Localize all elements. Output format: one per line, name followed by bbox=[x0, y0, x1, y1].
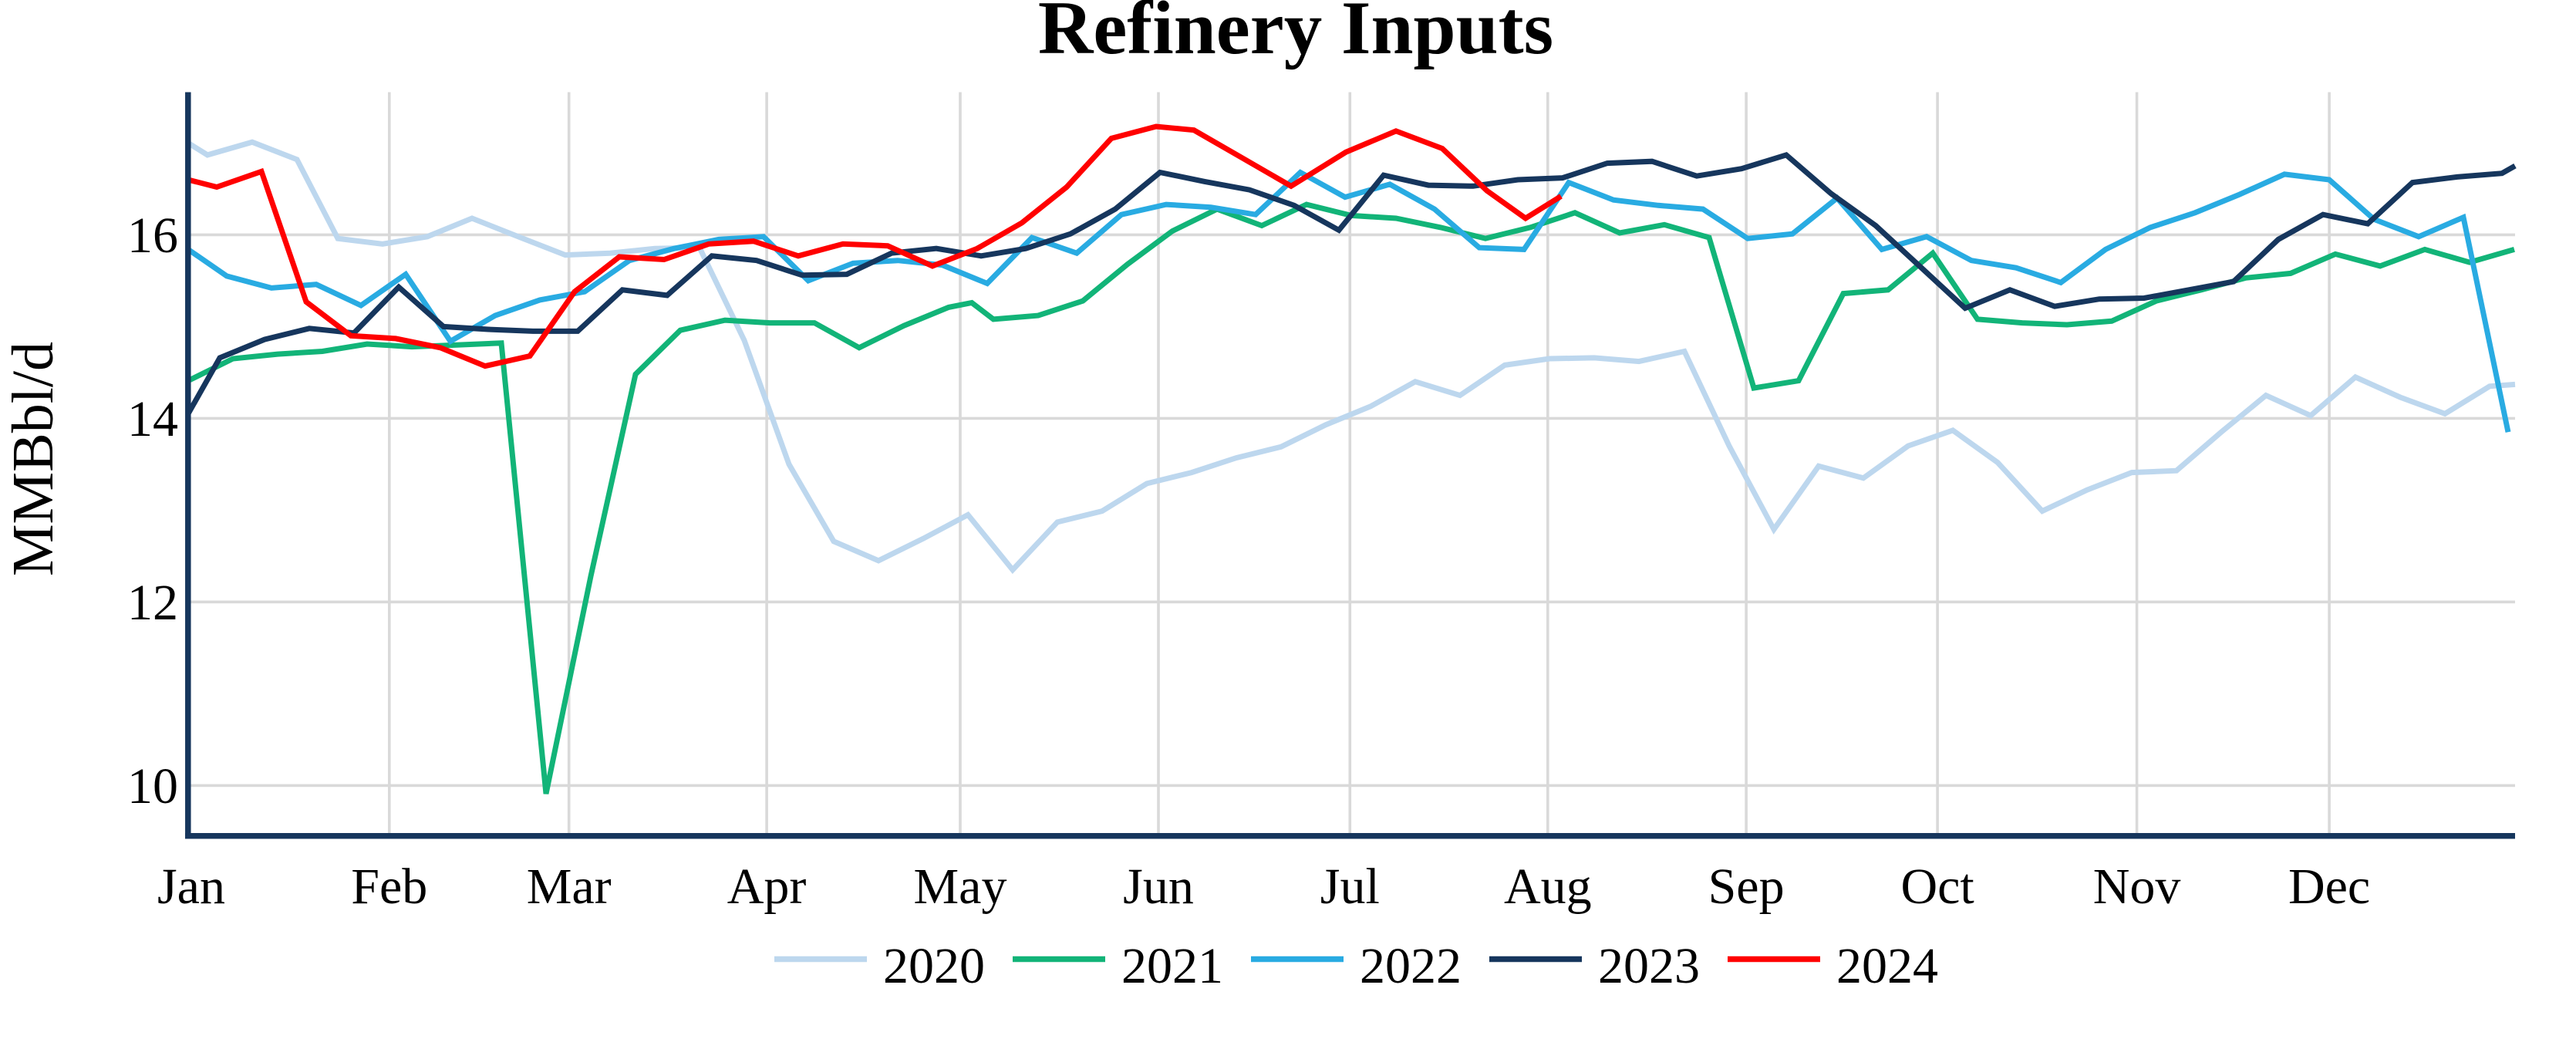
svg-text:Mar: Mar bbox=[527, 858, 612, 915]
svg-text:2022: 2022 bbox=[1360, 938, 1462, 994]
svg-text:May: May bbox=[914, 858, 1007, 915]
svg-text:Jun: Jun bbox=[1123, 858, 1194, 915]
svg-text:Refinery Inputs: Refinery Inputs bbox=[1038, 0, 1553, 70]
svg-text:Nov: Nov bbox=[2093, 858, 2181, 915]
svg-text:Oct: Oct bbox=[1900, 858, 1974, 915]
svg-text:Aug: Aug bbox=[1504, 858, 1592, 915]
svg-text:2023: 2023 bbox=[1598, 938, 1700, 994]
svg-text:2024: 2024 bbox=[1836, 938, 1938, 994]
svg-text:MMBbl/d: MMBbl/d bbox=[1, 342, 66, 576]
svg-text:Feb: Feb bbox=[351, 858, 427, 915]
svg-text:Jan: Jan bbox=[157, 858, 225, 915]
svg-text:10: 10 bbox=[127, 758, 178, 815]
svg-text:2020: 2020 bbox=[883, 938, 985, 994]
svg-text:Sep: Sep bbox=[1708, 858, 1785, 915]
svg-text:Apr: Apr bbox=[727, 858, 807, 915]
svg-text:14: 14 bbox=[127, 391, 178, 447]
svg-text:2021: 2021 bbox=[1121, 938, 1223, 994]
svg-text:12: 12 bbox=[127, 575, 178, 631]
svg-text:16: 16 bbox=[127, 207, 178, 264]
svg-text:Jul: Jul bbox=[1320, 858, 1380, 915]
svg-text:Dec: Dec bbox=[2288, 858, 2370, 915]
